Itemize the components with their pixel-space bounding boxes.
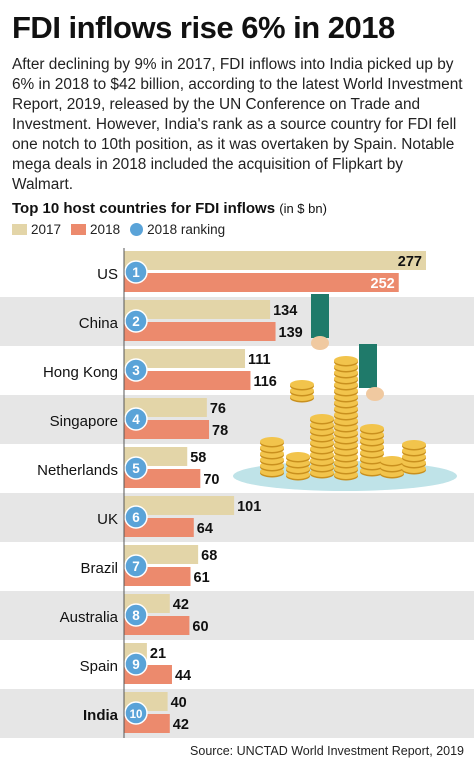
coin [334,356,358,365]
rank-badge [124,309,148,333]
category-label: Brazil [80,560,118,577]
coin [360,424,384,433]
coin [380,456,404,465]
coin [310,414,334,423]
value-label-2018: 70 [203,472,219,488]
rank-badge [124,554,148,578]
rank-label: 10 [130,709,143,721]
coin [260,437,284,446]
rank-label: 9 [132,657,140,672]
value-label-2018: 252 [371,276,395,292]
row-band [0,395,474,444]
bar-2018 [124,371,251,390]
category-label: Australia [60,609,119,626]
value-label-2018: 44 [175,668,191,684]
legend-item-2018: 2018 [71,222,120,237]
category-label: UK [97,511,118,528]
value-label-2017: 58 [190,450,206,466]
value-label-2018: 42 [173,717,189,733]
rank-badge [124,603,148,627]
rank-badge [124,456,148,480]
value-label-2017: 40 [171,695,187,711]
rank-badge [124,505,148,529]
legend-label-2018: 2018 [90,222,121,237]
coin [290,380,314,389]
legend-label-ranking: 2018 ranking [147,222,226,237]
value-label-2017: 134 [273,303,297,319]
sleeve [311,294,329,338]
rank-badge [124,701,148,725]
rank-label: 5 [132,461,140,476]
bar-2017 [124,349,246,368]
row-band [0,493,474,542]
rank-badge [124,652,148,676]
category-label: Hong Kong [43,364,118,381]
value-label-2017: 21 [150,646,166,662]
value-label-2017: 101 [237,499,261,515]
rank-badge [124,407,148,431]
bar-2017 [124,300,271,319]
legend-dot-ranking [130,223,144,236]
rank-label: 6 [132,510,140,525]
value-label-2017: 68 [201,548,217,564]
intro-paragraph: After declining by 9% in 2017, FDI inflo… [12,56,463,193]
category-label: Spain [80,658,118,675]
category-label: Singapore [50,413,118,430]
source-note: Source: UNCTAD World Investment Report, … [190,744,464,758]
category-label: India [83,707,119,724]
value-label-2017: 111 [248,352,271,368]
rank-label: 3 [132,363,140,378]
chart-title-text: Top 10 host countries for FDI inflows [12,200,276,217]
rank-label: 8 [132,608,140,623]
value-label-2018: 64 [197,521,213,537]
legend-item-ranking: 2018 ranking [130,222,225,237]
rank-badge [124,260,148,284]
bar-2018 [124,322,276,341]
legend-item-2017: 2017 [12,222,61,237]
legend-label-2017: 2017 [31,222,62,237]
rank-label: 2 [132,314,140,329]
category-label: US [97,266,118,283]
coin [286,452,310,461]
bar-2017 [124,496,235,515]
value-label-2017: 76 [210,401,226,417]
value-label-2018: 139 [279,325,303,341]
category-label: China [79,315,119,332]
rank-label: 7 [132,559,140,574]
hand [311,336,329,350]
value-label-2017: 277 [398,254,422,270]
chart-title: Top 10 host countries for FDI inflows (i… [12,200,327,217]
coin [402,440,426,449]
rank-label: 1 [132,265,140,280]
rank-badge [124,358,148,382]
row-bands [0,297,474,738]
chart-unit: (in $ bn) [279,201,327,216]
value-label-2017: 42 [173,597,189,613]
legend: 2017 2018 2018 ranking [12,222,235,237]
coins-illustration [233,294,457,491]
rank-label: 4 [132,412,140,427]
legend-swatch-2018 [71,224,87,235]
legend-swatch-2017 [12,224,27,235]
value-label-2018: 78 [212,423,228,439]
row-band [0,689,474,738]
bar-2018 [124,273,399,292]
bar-2017 [124,251,426,270]
row-band [0,591,474,640]
hand [366,387,384,401]
value-label-2018: 116 [253,374,276,390]
category-label: Netherlands [37,462,118,479]
sleeve [359,344,377,388]
value-label-2018: 60 [192,619,208,635]
headline: FDI inflows rise 6% in 2018 [12,10,395,45]
value-label-2018: 61 [194,570,210,586]
